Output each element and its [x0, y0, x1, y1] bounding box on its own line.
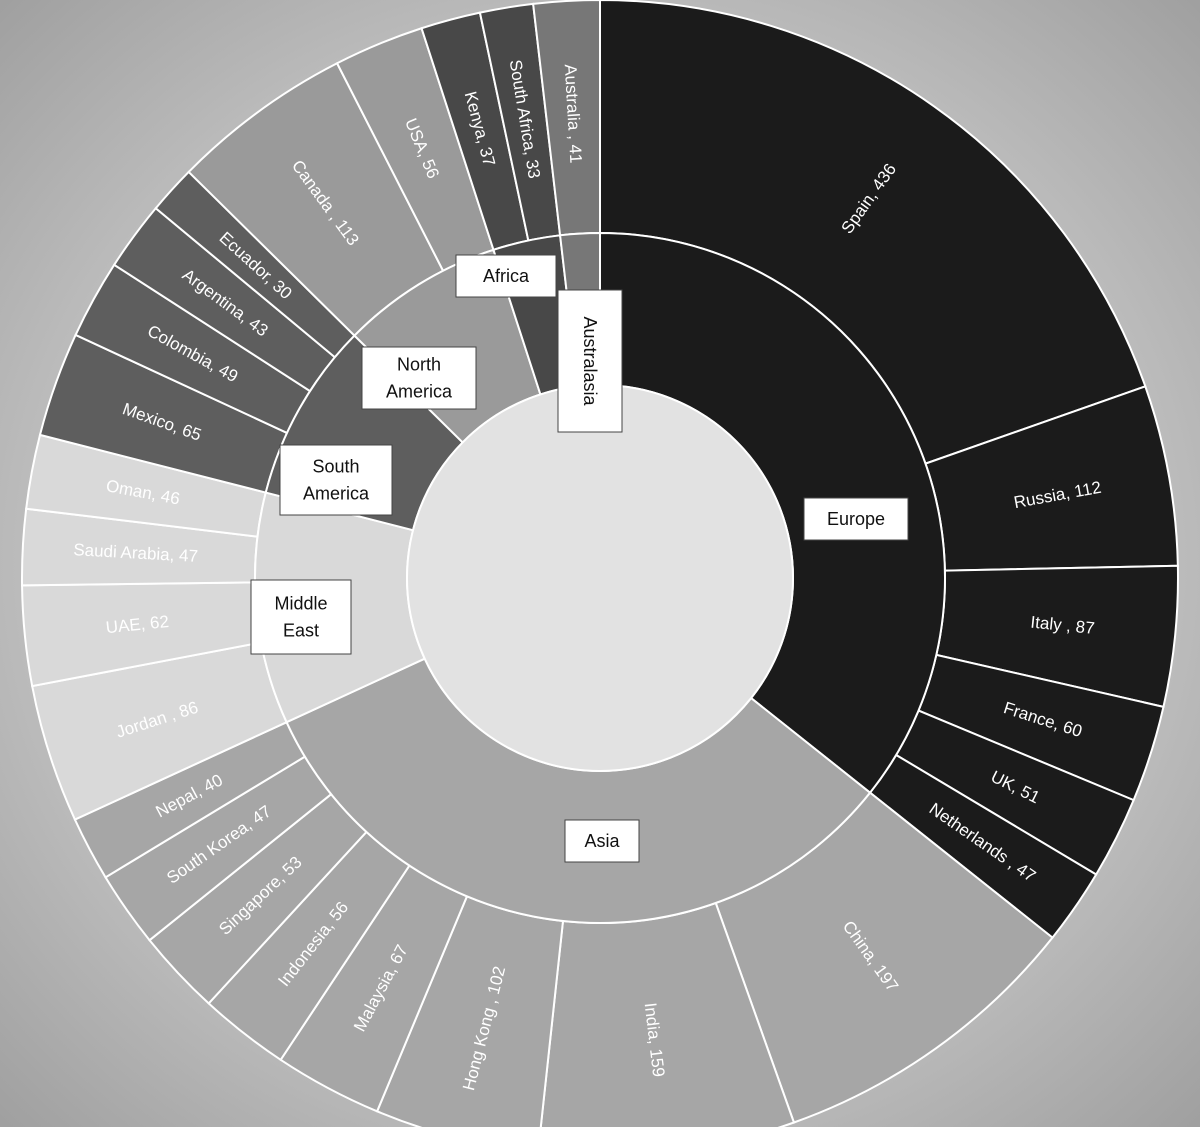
region-label-africa: Africa	[455, 254, 557, 298]
region-label-text: Australasia	[580, 316, 600, 406]
region-label-text: South	[312, 457, 359, 477]
region-label-text: Middle	[274, 594, 327, 614]
region-label-europe: Europe	[803, 497, 909, 541]
region-label-asia: Asia	[564, 819, 640, 863]
region-label-box	[361, 346, 477, 410]
region-label-text: America	[303, 484, 370, 504]
region-labels: Europe Asia Middle East South America North Ame…	[250, 254, 909, 863]
outer-ring	[21, 0, 1179, 1127]
region-label-box	[279, 444, 393, 516]
region-label-box	[250, 579, 352, 655]
region-label-text: Europe	[827, 509, 885, 529]
region-label-box	[557, 289, 623, 433]
region-label-middle-east: Middle East	[250, 579, 352, 655]
region-label-text: America	[386, 382, 453, 402]
region-label-north-america: North America	[361, 346, 477, 410]
region-label-text: Asia	[584, 831, 620, 851]
region-label-text: North	[397, 355, 441, 375]
center-hole	[406, 384, 794, 772]
region-label-text: Africa	[483, 266, 530, 286]
region-label-box	[803, 497, 909, 541]
region-label-south-america: South America	[279, 444, 393, 516]
region-label-australasia: Australasia	[557, 289, 623, 433]
region-label-text: East	[283, 621, 319, 641]
region-label-box	[564, 819, 640, 863]
region-label-box	[455, 254, 557, 298]
